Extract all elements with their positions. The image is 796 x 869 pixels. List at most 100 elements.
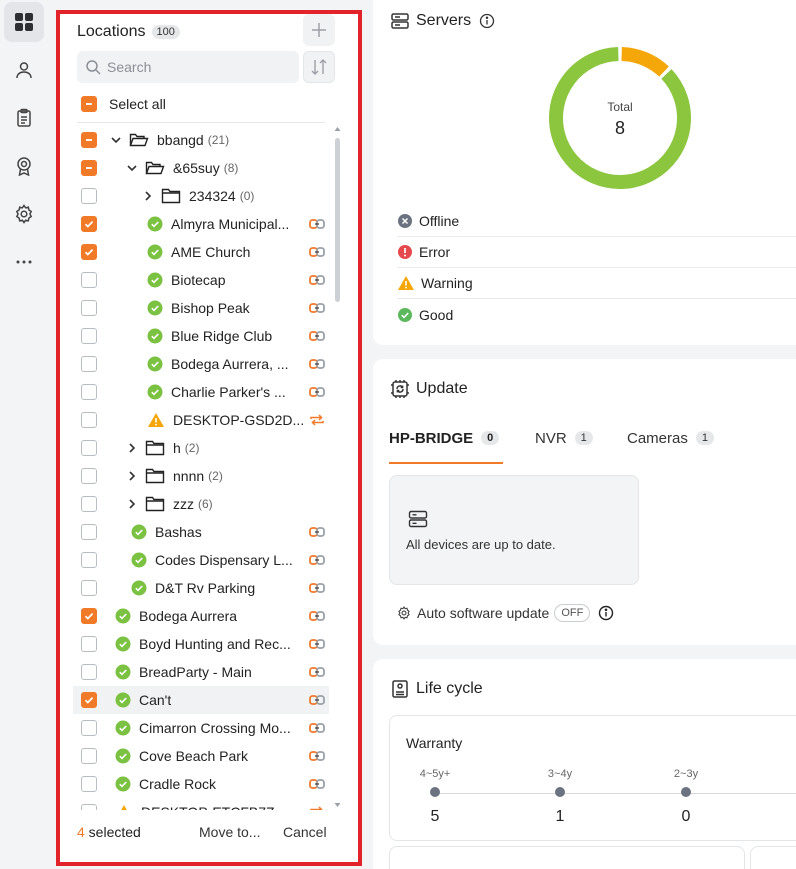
row-checkbox[interactable]	[81, 636, 97, 652]
tree-location-row[interactable]: DESKTOP-GSD2D...	[73, 406, 329, 434]
select-all[interactable]: Select all	[81, 94, 166, 114]
tree-folder-row[interactable]: bbangd (21)	[73, 126, 329, 154]
tree-location-row[interactable]: BreadParty - Main	[73, 658, 329, 686]
locations-footer: 4 selected Move to... Cancel	[77, 824, 337, 844]
move-to-button[interactable]: Move to...	[199, 824, 261, 840]
sort-button[interactable]	[303, 51, 335, 83]
chevron-down-icon[interactable]	[125, 162, 139, 174]
tree-folder-row[interactable]: h (2)	[73, 434, 329, 462]
tree-location-row[interactable]: Boyd Hunting and Rec...	[73, 630, 329, 658]
search-icon	[86, 60, 101, 75]
row-checkbox[interactable]	[81, 216, 97, 232]
status-row-warning: Warning	[397, 268, 796, 299]
good-icon	[147, 244, 163, 260]
tree-location-row[interactable]: Bodega Aurrera, ...	[73, 350, 329, 378]
tree-scrollbar[interactable]	[333, 126, 341, 810]
row-checkbox[interactable]	[81, 412, 97, 428]
gear-icon[interactable]	[4, 194, 44, 234]
row-checkbox[interactable]	[81, 440, 97, 456]
tree-location-row[interactable]: Cradle Rock	[73, 770, 329, 798]
tree-location-row[interactable]: Almyra Municipal...	[73, 210, 329, 238]
row-checkbox[interactable]	[81, 468, 97, 484]
row-checkbox[interactable]	[81, 244, 97, 260]
row-checkbox[interactable]	[81, 608, 97, 624]
gear-icon	[398, 606, 410, 620]
tree-location-row[interactable]: Bodega Aurrera	[73, 602, 329, 630]
link-icon	[309, 553, 325, 572]
clipboard-icon[interactable]	[4, 98, 44, 138]
tree-location-row[interactable]: Charlie Parker's ...	[73, 378, 329, 406]
row-checkbox[interactable]	[81, 776, 97, 792]
tree-location-row[interactable]: Bishop Peak	[73, 294, 329, 322]
dashboard-icon[interactable]	[4, 2, 44, 42]
row-checkbox[interactable]	[81, 272, 97, 288]
search-input[interactable]	[107, 59, 287, 75]
auto-update-toggle[interactable]: OFF	[554, 604, 591, 622]
chevron-right-icon[interactable]	[141, 190, 155, 202]
row-checkbox[interactable]	[81, 132, 97, 148]
tree-location-row[interactable]: Can't	[73, 686, 329, 714]
tab-hp-bridge[interactable]: HP-BRIDGE 0	[389, 426, 503, 464]
folder-icon	[145, 496, 165, 512]
tree-folder-row[interactable]: zzz (6)	[73, 490, 329, 518]
tree-location-row[interactable]: Biotecap	[73, 266, 329, 294]
tree-folder-row[interactable]: nnnn (2)	[73, 462, 329, 490]
donut-segment-good	[549, 47, 691, 189]
row-checkbox[interactable]	[81, 720, 97, 736]
chevron-right-icon[interactable]	[125, 442, 139, 454]
sort-icon	[311, 59, 327, 75]
chevron-right-icon[interactable]	[125, 470, 139, 482]
cancel-button[interactable]: Cancel	[283, 824, 327, 840]
tree-location-row[interactable]: D&T Rv Parking	[73, 574, 329, 602]
tree-location-row[interactable]: Blue Ridge Club	[73, 322, 329, 350]
row-checkbox[interactable]	[81, 580, 97, 596]
folder-icon	[145, 468, 165, 484]
chevron-down-icon[interactable]	[109, 134, 123, 146]
location-search[interactable]	[77, 51, 299, 83]
tree-folder-row[interactable]: &65suy (8)	[73, 154, 329, 182]
add-location-button[interactable]	[303, 14, 335, 46]
tree-location-row[interactable]: DESKTOP-ETCFB7Z	[73, 798, 329, 810]
tree-location-row[interactable]: Cimarron Crossing Mo...	[73, 714, 329, 742]
user-icon[interactable]	[4, 50, 44, 90]
row-label: Bashas	[155, 524, 202, 540]
tab-cameras[interactable]: Cameras 1	[595, 426, 715, 464]
row-checkbox[interactable]	[81, 496, 97, 512]
row-checkbox[interactable]	[81, 160, 97, 176]
good-icon	[147, 272, 163, 288]
row-count: (8)	[223, 161, 239, 175]
tree-folder-row[interactable]: 234324 (0)	[73, 182, 329, 210]
row-checkbox[interactable]	[81, 748, 97, 764]
link-icon	[309, 525, 325, 544]
location-tree: bbangd (21) &65suy (8) 234324 (0) Almyra Munic…	[73, 126, 331, 810]
row-checkbox[interactable]	[81, 328, 97, 344]
row-checkbox[interactable]	[81, 664, 97, 680]
row-checkbox[interactable]	[81, 356, 97, 372]
row-checkbox[interactable]	[81, 300, 97, 316]
link-icon	[309, 245, 325, 264]
row-label: Cove Beach Park	[139, 748, 248, 764]
tree-location-row[interactable]: Bashas	[73, 518, 329, 546]
link-icon	[309, 637, 325, 656]
scroll-thumb[interactable]	[335, 138, 340, 302]
more-icon[interactable]	[4, 242, 44, 282]
row-checkbox[interactable]	[81, 188, 97, 204]
warranty-title: Warranty	[406, 735, 463, 751]
info-icon[interactable]	[479, 13, 495, 29]
tree-location-row[interactable]: Codes Dispensary L...	[73, 546, 329, 574]
servers-card: Servers Total 8 Offline Error Warning Go…	[373, 0, 796, 345]
row-checkbox[interactable]	[81, 552, 97, 568]
select-all-checkbox[interactable]	[81, 96, 97, 112]
row-checkbox[interactable]	[81, 384, 97, 400]
tab-nvr[interactable]: NVR 1	[503, 426, 595, 464]
badge-icon[interactable]	[4, 146, 44, 186]
chevron-right-icon[interactable]	[125, 498, 139, 510]
row-checkbox[interactable]	[81, 692, 97, 708]
row-label: bbangd	[157, 132, 204, 148]
tree-location-row[interactable]: AME Church	[73, 238, 329, 266]
info-icon[interactable]	[598, 605, 614, 621]
row-checkbox[interactable]	[81, 524, 97, 540]
row-checkbox[interactable]	[81, 804, 97, 810]
good-icon	[115, 776, 131, 792]
tree-location-row[interactable]: Cove Beach Park	[73, 742, 329, 770]
